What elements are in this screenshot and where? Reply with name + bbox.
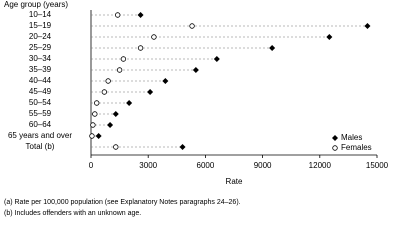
dot-marker bbox=[126, 100, 133, 106]
y-tick-label: 50–54 bbox=[29, 98, 52, 107]
y-tick-label: 20–24 bbox=[29, 32, 52, 41]
dot-marker bbox=[189, 23, 195, 29]
dot-marker bbox=[326, 34, 333, 40]
x-tick-label: 9000 bbox=[254, 161, 272, 170]
x-tick-label: 3000 bbox=[139, 161, 157, 170]
dot-marker bbox=[269, 45, 276, 51]
footnote: (b) Includes offenders with an unknown a… bbox=[4, 210, 141, 217]
y-tick-label: 40–44 bbox=[29, 76, 52, 85]
dot-marker bbox=[114, 12, 121, 18]
dot-marker bbox=[192, 67, 199, 73]
dot-marker bbox=[95, 133, 102, 139]
y-tick-label: 45–49 bbox=[29, 87, 52, 96]
dot-marker bbox=[101, 89, 108, 95]
dot-marker bbox=[112, 111, 119, 117]
dot-marker bbox=[105, 78, 111, 84]
legend-label: Females bbox=[341, 143, 372, 152]
y-tick-label: 65 years and over bbox=[8, 131, 72, 140]
y-tick-label: 55–59 bbox=[29, 109, 52, 118]
y-tick-label: 15–19 bbox=[29, 21, 52, 30]
y-tick-label: 25–29 bbox=[29, 43, 52, 52]
dot-marker bbox=[364, 23, 371, 29]
dot-marker bbox=[107, 122, 114, 128]
legend-label: Males bbox=[341, 133, 362, 142]
y-tick-label: Total (b) bbox=[26, 142, 55, 151]
dot-marker bbox=[113, 144, 119, 150]
legend-marker bbox=[332, 135, 338, 141]
x-tick-label: 0 bbox=[89, 161, 94, 170]
x-tick-label: 15000 bbox=[366, 161, 389, 170]
x-tick-label: 6000 bbox=[197, 161, 215, 170]
dot-marker bbox=[90, 122, 96, 128]
dot-marker bbox=[162, 78, 169, 84]
x-tick-label: 12000 bbox=[309, 161, 332, 170]
dot-marker bbox=[147, 89, 154, 95]
dot-marker bbox=[151, 34, 157, 40]
dot-marker bbox=[94, 100, 100, 106]
dot-marker bbox=[213, 56, 220, 62]
y-axis-title: Age group (years) bbox=[4, 0, 68, 9]
legend-marker bbox=[332, 145, 338, 151]
dot-marker bbox=[120, 56, 127, 62]
dot-marker bbox=[179, 144, 186, 150]
y-tick-label: 35–39 bbox=[29, 65, 52, 74]
y-tick-label: 60–64 bbox=[29, 120, 52, 129]
dot-marker bbox=[137, 45, 144, 51]
dot-marker bbox=[89, 133, 95, 139]
dot-marker bbox=[92, 111, 98, 117]
x-axis-title: Rate bbox=[226, 177, 243, 186]
footnote: (a) Rate per 100,000 population (see Exp… bbox=[4, 199, 241, 206]
chart: Age group (years) Rate (a) Rate per 100,… bbox=[4, 0, 389, 217]
y-tick-label: 30–34 bbox=[29, 54, 52, 63]
y-tick-label: 10–14 bbox=[29, 10, 52, 19]
dot-marker bbox=[137, 12, 144, 18]
dot-marker bbox=[116, 67, 123, 73]
